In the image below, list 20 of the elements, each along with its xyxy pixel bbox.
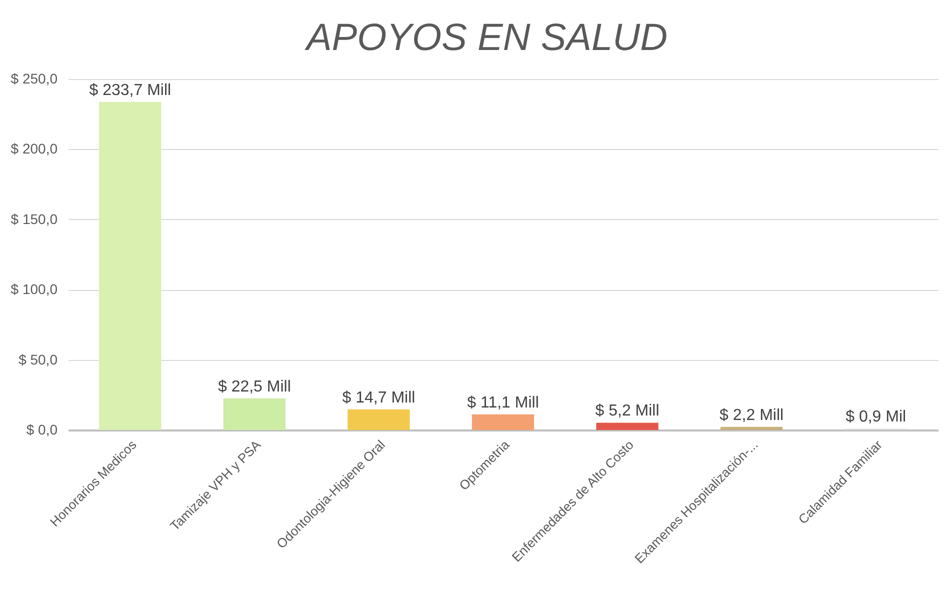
y-tick-label: $ 50,0 (18, 351, 58, 368)
data-label: $ 5,2 Mill (595, 402, 660, 420)
y-tick-label: $ 150,0 (10, 210, 58, 227)
bar (223, 398, 286, 430)
data-label: $ 2,2 Mill (720, 406, 784, 424)
y-tick-label: $ 100,0 (10, 281, 58, 298)
data-label: $ 0,9 Mil (846, 408, 906, 426)
data-label: $ 11,1 Mill (467, 394, 539, 412)
y-tick-label: $ 200,0 (10, 140, 58, 157)
bar (348, 409, 410, 430)
data-label: $ 233,7 Mill (89, 82, 172, 99)
data-label: $ 14,7 Mill (342, 389, 416, 406)
bar (472, 414, 534, 430)
chart-title: APOYOS EN SALUD (304, 17, 668, 59)
bar (720, 426, 783, 430)
y-tick-label: $ 0,0 (26, 422, 58, 438)
y-tick-label: $ 250,0 (10, 70, 58, 86)
bar (99, 102, 162, 430)
bar (596, 422, 658, 430)
data-label: $ 22,5 Mill (218, 378, 291, 396)
